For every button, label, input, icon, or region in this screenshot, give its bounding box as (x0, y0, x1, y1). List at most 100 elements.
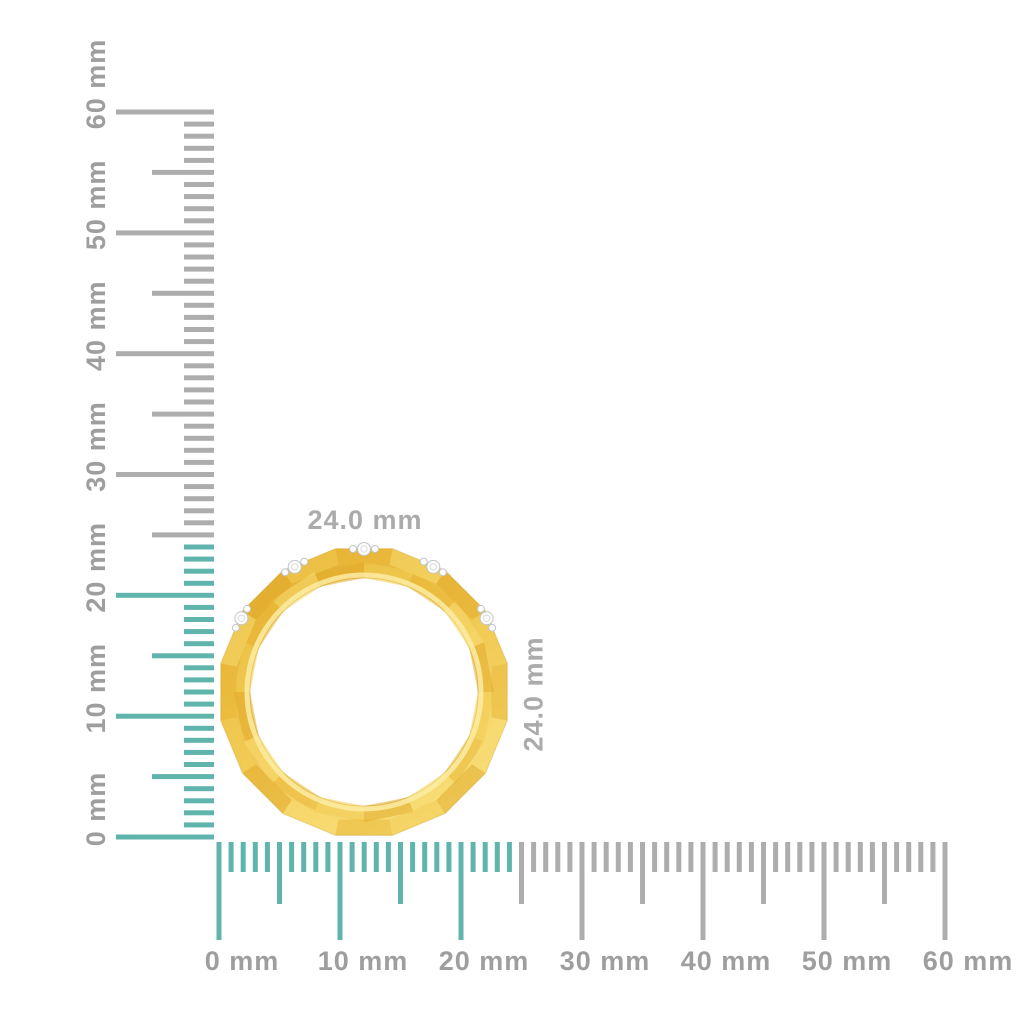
v-ruler-label-50mm: 50 mm (81, 160, 111, 251)
v-ruler-label-60mm: 60 mm (81, 39, 111, 130)
v-tick-4mm (184, 786, 214, 792)
h-tick-33mm (615, 842, 621, 872)
v-tick-56mm (184, 157, 214, 163)
h-tick-48mm (797, 842, 803, 872)
v-tick-57mm (184, 145, 214, 151)
h-tick-26mm (531, 842, 537, 872)
vertical-ruler: 0 mm 10 mm 20 mm 30 mm 40 mm 50 mm 60 mm (81, 39, 214, 847)
h-tick-29mm (567, 842, 573, 872)
diamond-icon (349, 545, 357, 553)
h-tick-3mm (252, 842, 258, 872)
ring-facet-outer (389, 800, 446, 836)
v-tick-12mm (184, 689, 214, 695)
v-tick-49mm (184, 242, 214, 248)
h-tick-39mm (688, 842, 694, 872)
ring-facet-inner (243, 600, 284, 649)
ring-facet-outer (242, 570, 292, 620)
ring-facet-inner (272, 772, 321, 813)
ring-facet-outer (472, 717, 508, 774)
diamond-icon (488, 623, 497, 632)
h-ruler-label-60mm: 60 mm (923, 946, 1014, 976)
h-ruler-label-10mm: 10 mm (318, 946, 409, 976)
h-ruler-label-50mm: 50 mm (802, 946, 893, 976)
h-tick-44mm (748, 842, 754, 872)
ring-facet-outer (220, 610, 256, 667)
h-tick-25mm (519, 842, 524, 904)
v-ruler-label-20mm: 20 mm (81, 522, 111, 613)
diamond-icon (419, 557, 428, 566)
diamond-facet-detail (429, 563, 437, 571)
v-tick-48mm (184, 254, 214, 260)
diamond-cluster (476, 604, 497, 632)
h-tick-6mm (289, 842, 295, 872)
h-tick-38mm (676, 842, 682, 872)
ring-facet-outer (282, 548, 339, 584)
v-tick-23mm (184, 556, 214, 562)
ring-facet-inner (243, 735, 284, 784)
h-ruler-label-30mm: 30 mm (560, 946, 651, 976)
h-tick-21mm (470, 842, 476, 872)
ring-facet-outer (282, 800, 339, 836)
h-tick-9mm (325, 842, 331, 872)
v-tick-38mm (184, 375, 214, 381)
v-tick-6mm (184, 762, 214, 767)
ring-facet-outer (491, 663, 508, 721)
h-tick-55mm (882, 842, 887, 904)
v-tick-33mm (184, 435, 214, 441)
h-tick-17mm (422, 842, 428, 872)
ring-facet-inner (407, 571, 456, 612)
h-tick-24mm (506, 842, 512, 872)
h-tick-37mm (664, 842, 670, 872)
h-tick-16mm (410, 842, 416, 872)
diamond-icon (479, 611, 494, 626)
h-tick-32mm (603, 842, 609, 872)
v-tick-45mm (152, 290, 214, 296)
v-tick-14mm (184, 665, 214, 671)
h-tick-20mm (458, 842, 464, 940)
v-tick-3mm (184, 798, 214, 804)
h-tick-2mm (240, 842, 246, 872)
v-tick-11mm (184, 701, 214, 707)
ring-facet-inner (444, 735, 485, 784)
v-tick-15mm (152, 653, 214, 659)
diamond-icon (476, 604, 485, 613)
h-tick-40mm (700, 842, 706, 940)
v-tick-1mm (184, 822, 214, 828)
v-ruler-label-0mm: 0 mm (81, 772, 111, 847)
v-ruler-label-40mm: 40 mm (81, 280, 111, 371)
h-tick-28mm (555, 842, 561, 872)
v-tick-21mm (184, 580, 214, 586)
v-tick-9mm (184, 725, 214, 731)
h-tick-15mm (398, 842, 403, 904)
diamond-facet-detail (291, 563, 299, 571)
h-tick-58mm (918, 842, 924, 872)
v-tick-2mm (184, 810, 214, 816)
h-tick-46mm (773, 842, 779, 872)
v-tick-0mm (116, 834, 214, 840)
h-tick-50mm (821, 842, 827, 940)
diamond-icon (438, 568, 447, 577)
diamond-facet-detail (482, 614, 491, 622)
v-tick-52mm (184, 206, 214, 212)
v-tick-28mm (184, 496, 214, 502)
v-tick-10mm (116, 713, 214, 719)
h-tick-1mm (228, 842, 234, 872)
v-tick-47mm (184, 266, 214, 272)
diamond-icon (281, 568, 290, 577)
ring-inner-highlight (244, 572, 484, 812)
v-tick-46mm (184, 278, 214, 284)
h-tick-22mm (482, 842, 488, 872)
diamond-cluster (349, 542, 379, 556)
v-tick-26mm (184, 520, 214, 526)
ring-facet-inner (272, 571, 321, 612)
ring-facet-outer (220, 663, 237, 721)
v-tick-31mm (184, 459, 214, 465)
h-tick-53mm (857, 842, 863, 872)
diamond-icon (426, 559, 441, 574)
v-tick-51mm (184, 218, 214, 224)
h-tick-8mm (313, 842, 319, 872)
v-tick-27mm (184, 508, 214, 514)
h-ruler-label-40mm: 40 mm (681, 946, 772, 976)
